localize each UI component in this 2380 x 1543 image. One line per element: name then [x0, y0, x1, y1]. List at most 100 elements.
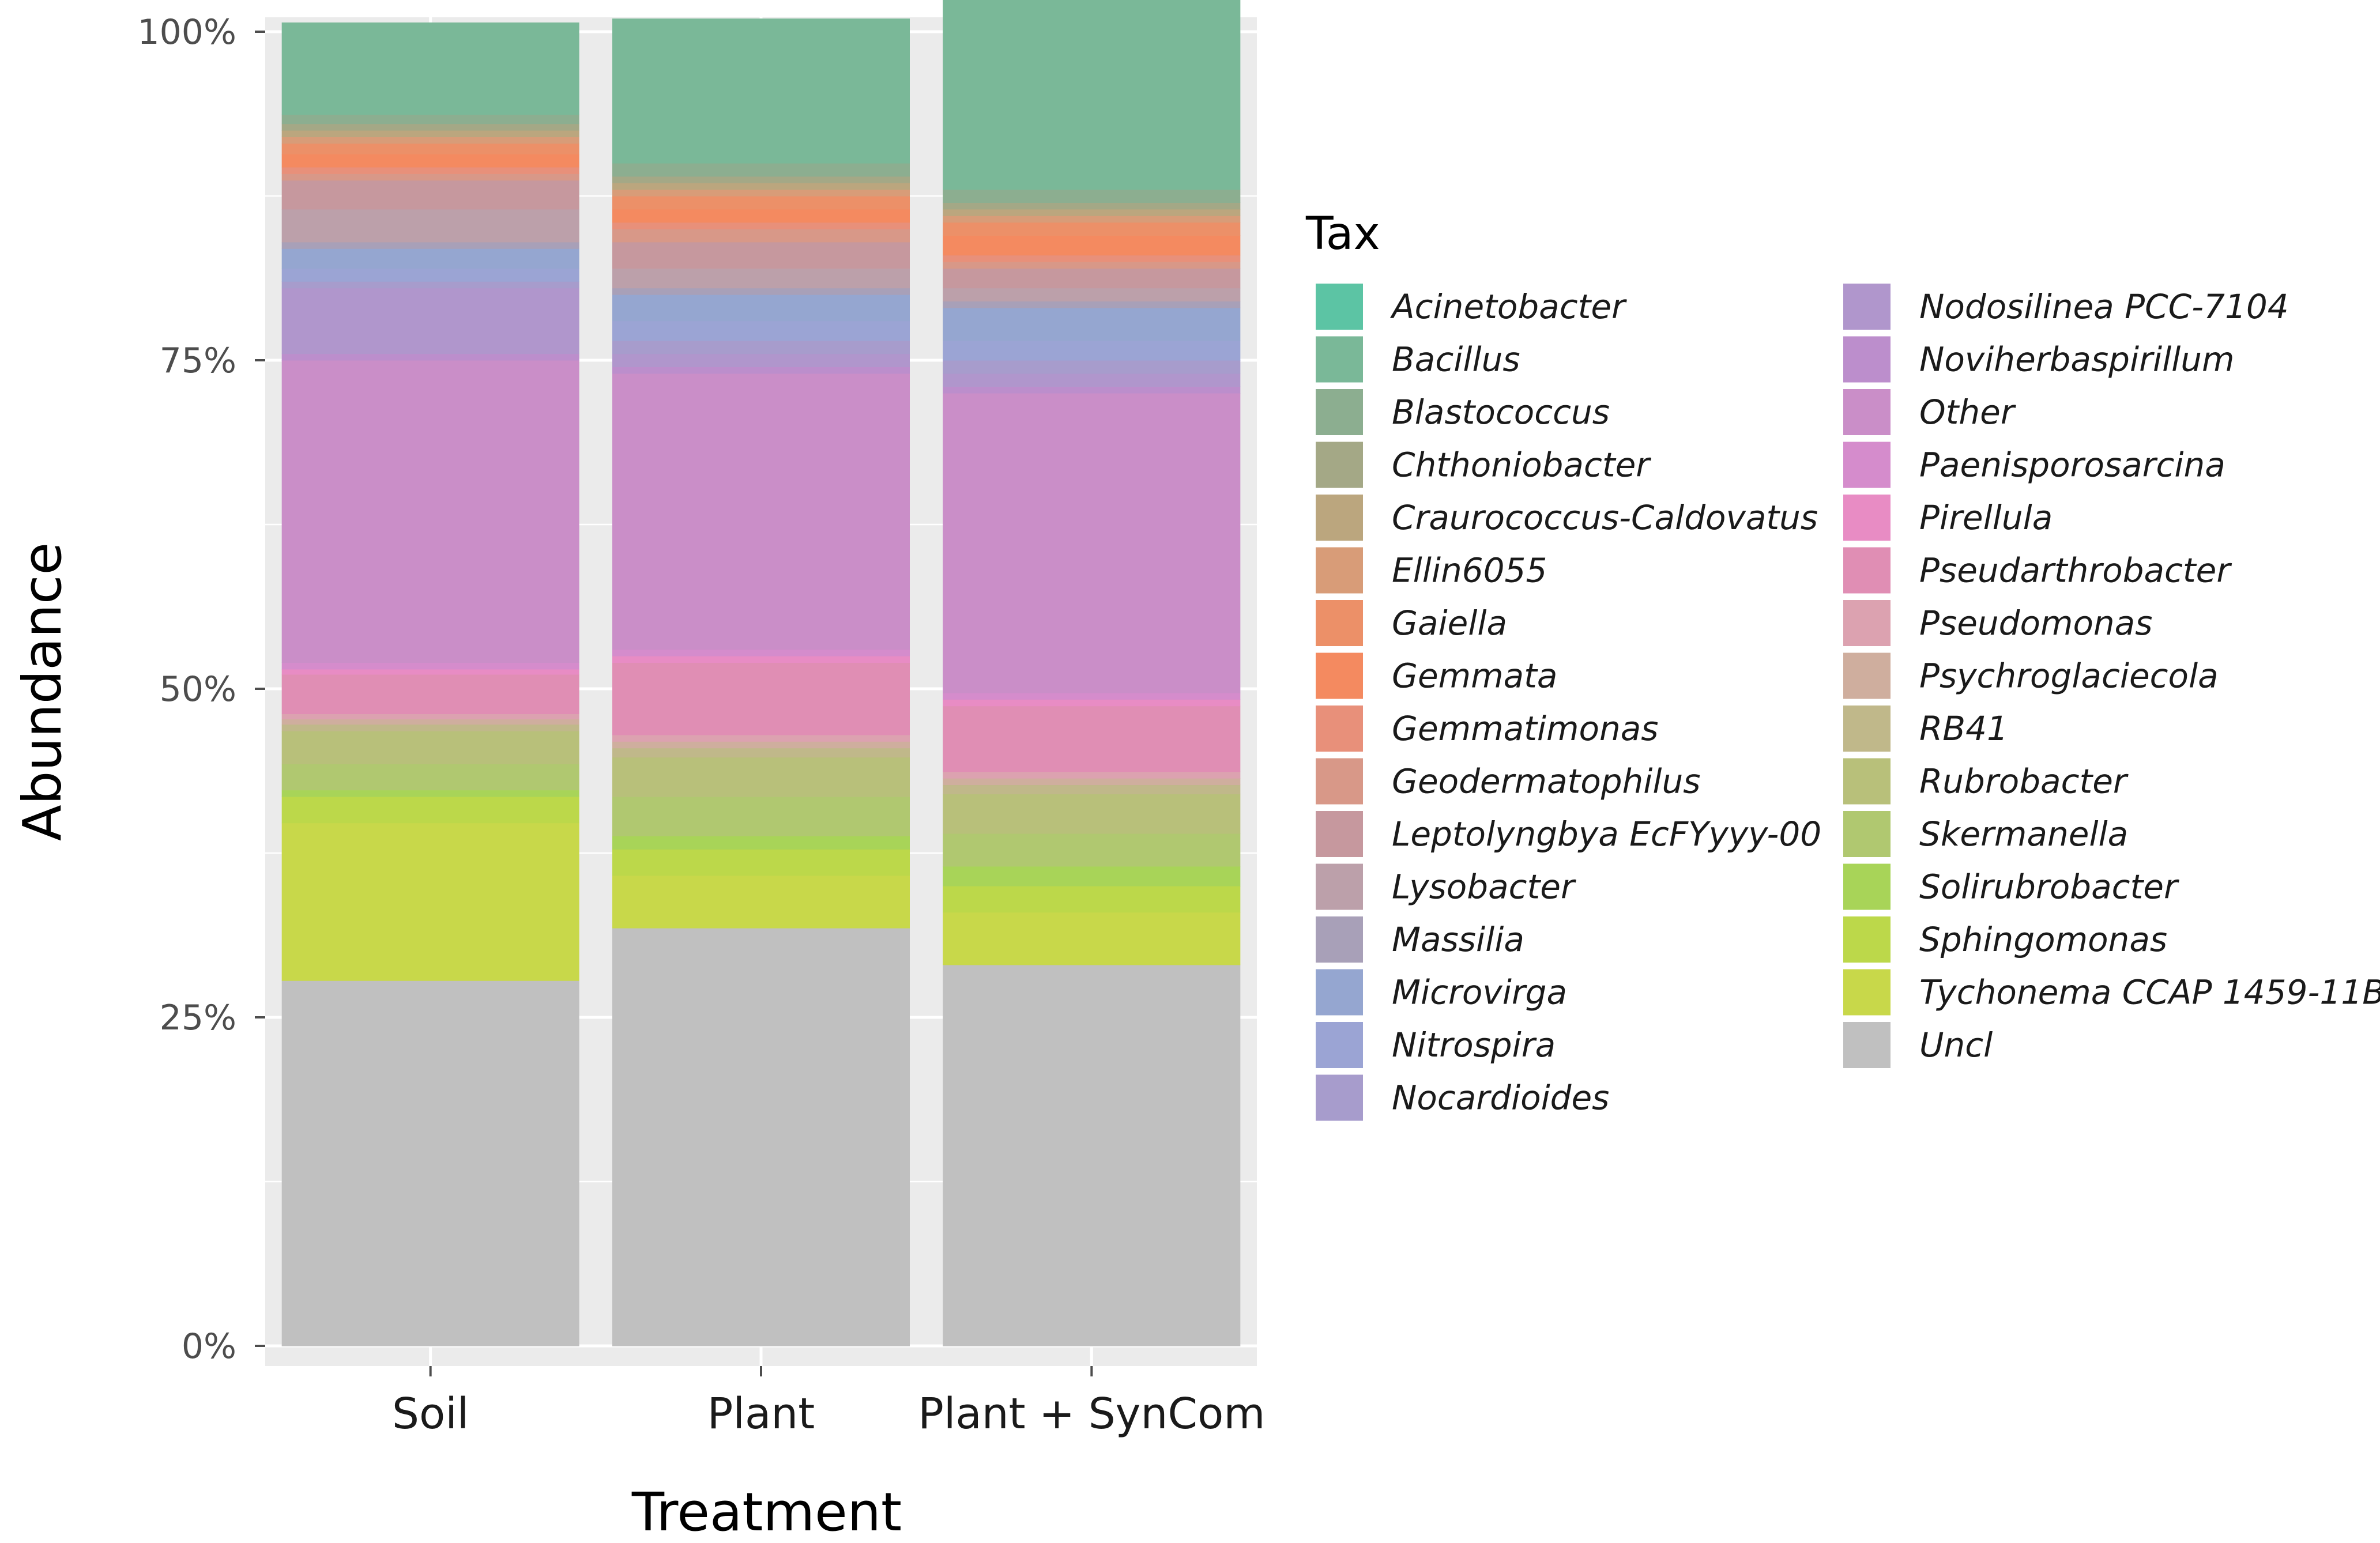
legend-key — [1843, 706, 1891, 752]
bar-segment — [612, 927, 910, 1346]
legend-key — [1843, 652, 1891, 699]
bar-segment — [943, 222, 1241, 236]
bar-segment — [943, 301, 1241, 308]
y-tick-label: 50% — [160, 669, 236, 710]
y-tick-label: 75% — [160, 341, 236, 381]
bar-segment — [281, 281, 579, 289]
bar-segment — [281, 130, 579, 137]
bars-group — [281, 0, 1241, 1346]
bar-segment — [612, 222, 910, 229]
legend-label: Gaiella — [1392, 603, 1507, 643]
bar-segment — [612, 353, 910, 367]
legend-key — [1316, 442, 1363, 488]
bar-segment — [943, 307, 1241, 341]
bar-segment — [281, 173, 579, 181]
legend-label: Chthoniobacter — [1392, 446, 1651, 485]
legend-label: Ellin6055 — [1392, 551, 1547, 590]
legend-label: Pseudarthrobacter — [1919, 551, 2232, 590]
bar-segment — [281, 209, 579, 243]
legend-label: Nocardioides — [1392, 1078, 1609, 1118]
bar-segment — [281, 719, 579, 725]
bar-segment — [943, 833, 1241, 867]
x-axis-title: Treatment — [631, 1481, 902, 1543]
legend-label: Nodosilinea PCC-7104 — [1919, 287, 2289, 326]
bar-segment — [943, 692, 1241, 700]
bar-segment — [281, 980, 579, 1346]
bar-segment — [612, 268, 910, 289]
legend-label: Pseudomonas — [1919, 603, 2152, 643]
bar-segment — [612, 340, 910, 354]
bar-segment — [943, 386, 1241, 394]
legend-label: Uncl — [1919, 1025, 1993, 1065]
bar-segment — [943, 699, 1241, 707]
bar-segment — [943, 784, 1241, 794]
bar-segment — [281, 242, 579, 249]
bar-segment — [612, 320, 910, 341]
legend-key — [1316, 600, 1363, 646]
bar-segment — [281, 180, 579, 210]
bar-segment — [281, 724, 579, 731]
legend-key — [1843, 600, 1891, 646]
legend-key — [1316, 758, 1363, 805]
legend-label: Gemmata — [1392, 657, 1557, 696]
bar-segment — [943, 255, 1241, 262]
bar-segment — [943, 393, 1241, 693]
bar-segment — [281, 114, 579, 125]
bar-segment — [612, 748, 910, 758]
bar-segment — [612, 196, 910, 210]
bar-segment — [943, 866, 1241, 886]
x-tick-label: Soil — [392, 1389, 469, 1439]
legend-key — [1316, 1022, 1363, 1068]
x-tick-label: Plant + SynCom — [918, 1389, 1265, 1439]
legend-key — [1843, 863, 1891, 910]
bar-segment — [943, 373, 1241, 387]
bar-segment — [612, 209, 910, 223]
bar-segment — [612, 875, 910, 929]
bar-segment — [281, 167, 579, 174]
bar-segment — [943, 778, 1241, 786]
legend-key — [1316, 336, 1363, 383]
legend-key — [1843, 758, 1891, 805]
bar-segment — [612, 849, 910, 876]
y-tick-label: 0% — [182, 1326, 236, 1367]
bar-segment — [612, 183, 910, 190]
legend-label: Rubrobacter — [1919, 762, 2129, 801]
bar-segment — [943, 189, 1241, 203]
legend-title: Tax — [1305, 208, 1380, 260]
bar-segment — [943, 706, 1241, 772]
bar-segment — [612, 18, 910, 164]
y-axis-title: Abundance — [12, 542, 73, 841]
bar-segment — [612, 662, 910, 735]
legend-key — [1316, 863, 1363, 910]
bar-segment — [281, 730, 579, 764]
bar-segment — [943, 360, 1241, 374]
legend-key — [1843, 916, 1891, 963]
bar-segment — [612, 176, 910, 183]
legend-key — [1843, 1022, 1891, 1068]
legend-label: Nitrospira — [1392, 1025, 1556, 1065]
legend-key — [1843, 495, 1891, 541]
x-axis: Soil Plant Plant + SynCom — [392, 1366, 1265, 1439]
legend-key — [1316, 969, 1363, 1016]
bar-segment — [281, 353, 579, 361]
bar-segment — [612, 649, 910, 657]
bar-segment — [281, 674, 579, 714]
bar-segment — [612, 656, 910, 663]
legend-key — [1843, 969, 1891, 1016]
legend-key — [1316, 706, 1363, 752]
bar-segment — [943, 0, 1241, 190]
legend-label: Paenisporosarcina — [1919, 446, 2225, 485]
bar-segment — [281, 123, 579, 131]
legend-key — [1316, 547, 1363, 594]
bar-segment — [281, 22, 579, 115]
legend-key — [1316, 284, 1363, 330]
legend-label: Pirellula — [1919, 498, 2053, 537]
bar-segment — [281, 669, 579, 675]
legend-label: Acinetobacter — [1389, 287, 1627, 326]
legend-label: Tychonema CCAP 1459-11B — [1919, 973, 2380, 1012]
legend-key — [1843, 389, 1891, 435]
legend-label: Microvirga — [1392, 973, 1567, 1012]
bar-segment — [612, 229, 910, 243]
bar-segment — [281, 143, 579, 154]
bar-segment — [281, 360, 579, 663]
